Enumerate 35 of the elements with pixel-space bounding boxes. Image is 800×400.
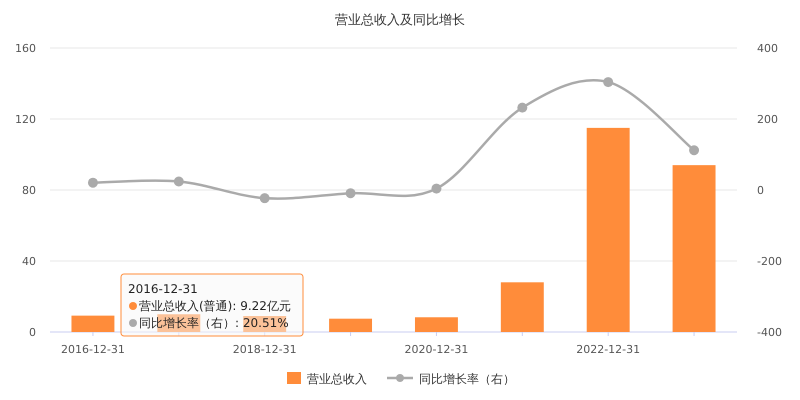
x-tick-label: 2020-12-31 [404, 343, 468, 356]
point [260, 193, 270, 204]
bar [329, 318, 372, 332]
legend-label: 营业总收入 [307, 372, 367, 386]
bar [71, 316, 114, 332]
point [689, 145, 700, 156]
annotation: 营业总收入(普通): 9.22亿元 [139, 299, 291, 313]
y-tick-label: 120 [15, 113, 36, 126]
point [346, 188, 356, 198]
bar [414, 317, 458, 332]
chart-title: 营业总收入及同比增长 [335, 13, 465, 28]
y-tick-label: 160 [15, 42, 36, 55]
point [174, 176, 184, 186]
x-tick-label: 2016-12-31 [60, 343, 125, 356]
x-tick-label: 2022-12-31 [576, 343, 640, 356]
bar [672, 165, 716, 332]
y2-tick-label: 200 [757, 113, 778, 126]
x-tick-label: 2018-12-31 [232, 343, 297, 356]
y-tick-label: 0 [29, 326, 36, 339]
point [431, 184, 442, 194]
bar [500, 282, 544, 332]
y-tick-label: 80 [22, 184, 36, 197]
y2-tick-label: 0 [757, 184, 764, 197]
y-tick-label: 40 [22, 255, 36, 268]
legend-label: 同比增长率（右） [419, 372, 515, 386]
bar [586, 128, 630, 332]
y2-tick-label: 400 [757, 42, 778, 55]
annotation: 同比增长率（右）: 20.51% [139, 316, 289, 330]
point [603, 77, 614, 88]
point [517, 102, 528, 113]
point [88, 178, 98, 188]
tooltip: 2016-12-31 营业总收入(普通): 9.22亿元 同比增长率（右）: 20.51% [120, 274, 304, 336]
y2-tick-label: -400 [757, 326, 782, 339]
y2-tick-label: -200 [757, 255, 782, 268]
annotation: 2016-12-31 [128, 282, 198, 296]
